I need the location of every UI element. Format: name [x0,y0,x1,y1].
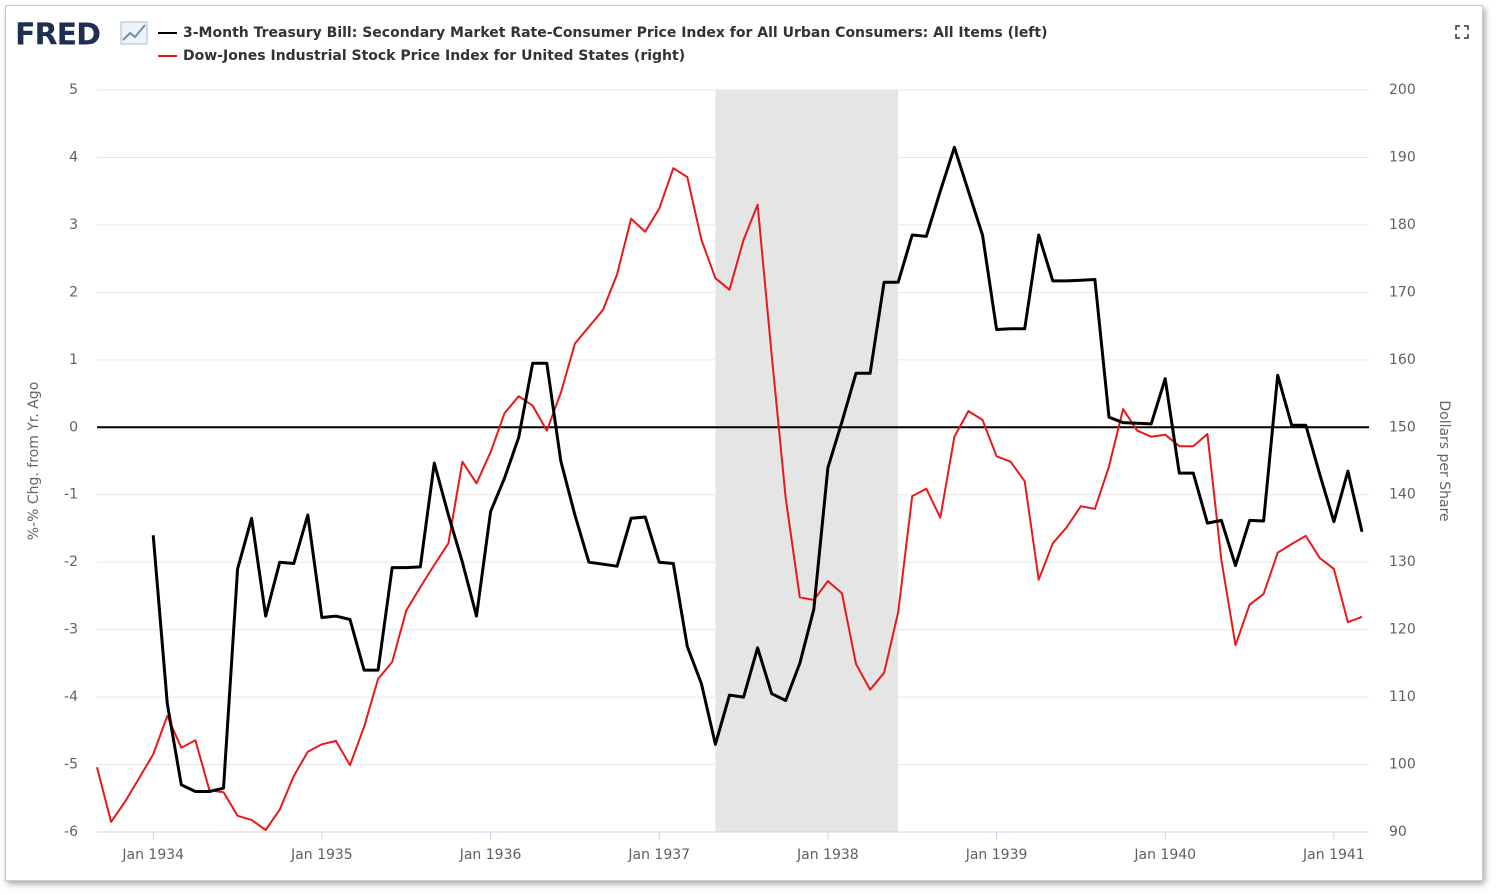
recession-band [715,90,899,832]
x-tick-label: Jan 1940 [1133,847,1196,863]
legend-label: 3-Month Treasury Bill: Secondary Market … [183,25,1048,41]
y2-tick-label: 140 [1389,487,1416,503]
series-line [151,145,1364,793]
y-tick-label: -3 [64,622,78,638]
y2-tick-label: 130 [1389,554,1416,570]
y2-tick-label: 160 [1389,352,1416,368]
y2-tick-label: 90 [1389,824,1407,840]
y-tick-label: 3 [69,217,78,233]
y2-axis-label: Dollars per Share [1436,400,1452,521]
x-tick-label: Jan 1937 [627,847,690,863]
y-tick-label: 4 [69,149,78,165]
y-axis-label: %-% Chg. from Yr. Ago [26,382,42,541]
y-tick-label: -5 [64,757,78,773]
y-tick-label: -2 [64,554,78,570]
y-tick-label: -1 [64,487,78,503]
y-tick-label: 5 [69,82,78,98]
x-tick-label: Jan 1941 [1302,847,1365,863]
x-tick-label: Jan 1939 [965,847,1028,863]
y2-tick-label: 180 [1389,217,1416,233]
logo: FRED [15,18,100,53]
y-tick-label: -4 [64,689,78,705]
y2-tick-label: 150 [1389,419,1416,435]
y2-tick-label: 120 [1389,622,1416,638]
legend-label: Dow-Jones Industrial Stock Price Index f… [183,48,685,64]
y-tick-label: -6 [64,824,78,840]
y-tick-label: 1 [69,352,78,368]
y2-tick-label: 110 [1389,689,1416,705]
y-tick-label: 0 [69,419,78,435]
x-tick-label: Jan 1934 [121,847,184,863]
x-tick-label: Jan 1936 [459,847,522,863]
y-tick-label: 2 [69,284,78,300]
x-tick-label: Jan 1935 [290,847,353,863]
logo-icon [120,21,148,45]
y2-tick-label: 170 [1389,284,1416,300]
series-line [96,167,1363,831]
x-tick-label: Jan 1938 [796,847,859,863]
fullscreen-icon[interactable] [1455,25,1469,39]
y2-tick-label: 200 [1389,82,1416,98]
y2-tick-label: 100 [1389,757,1416,773]
y2-tick-label: 190 [1389,149,1416,165]
